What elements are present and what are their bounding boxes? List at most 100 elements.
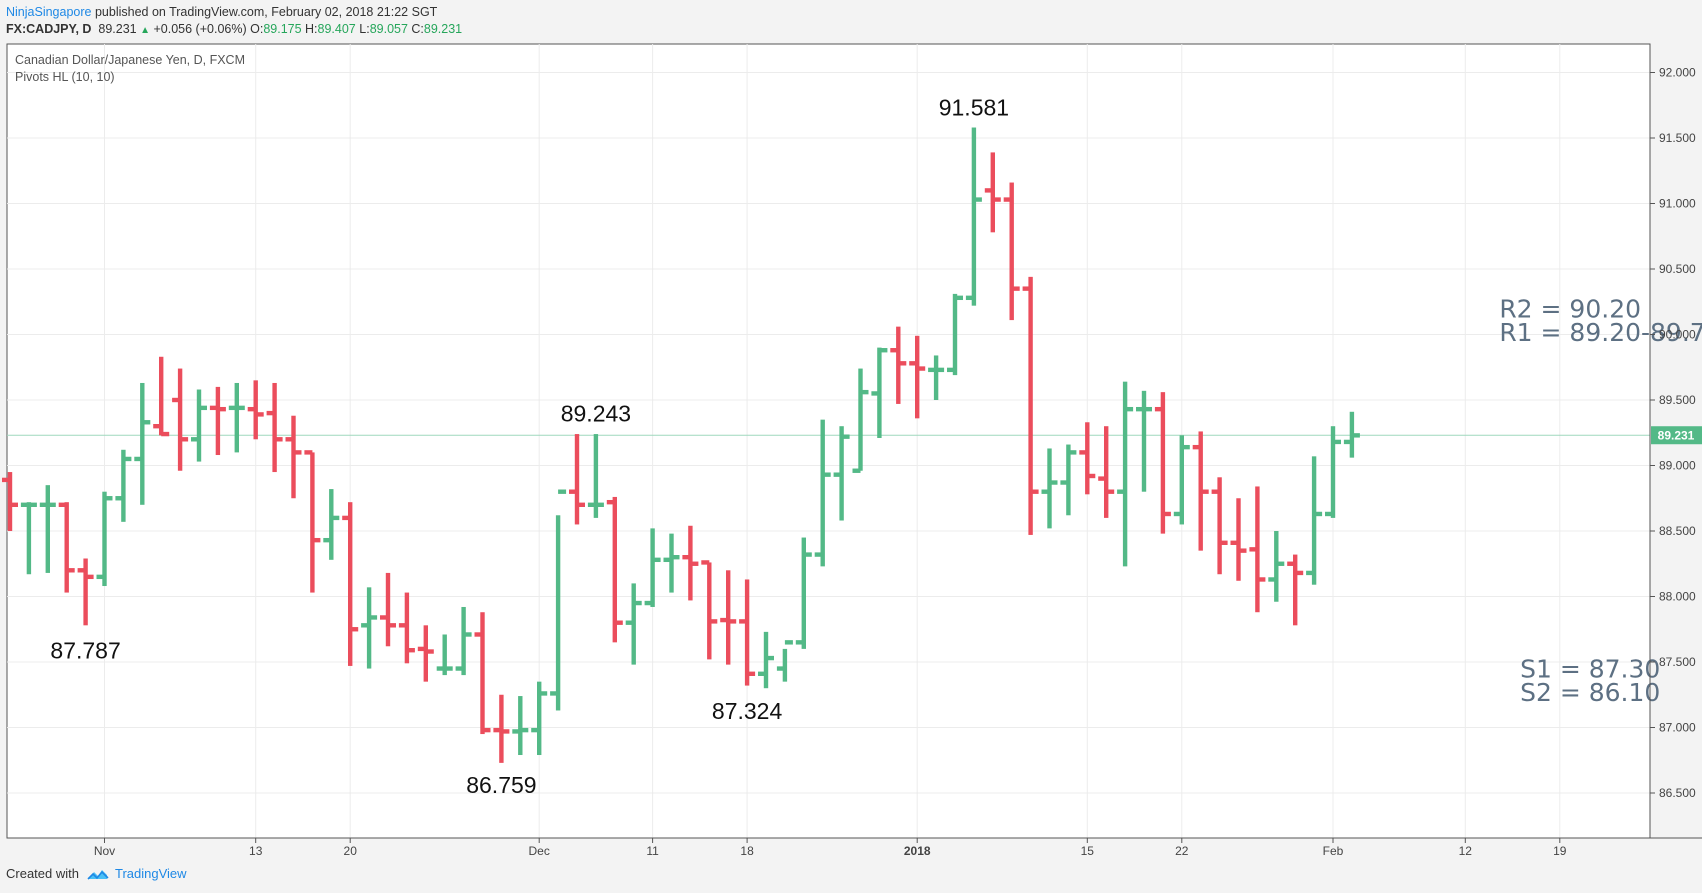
bar-range [385,572,391,647]
pivot-labels: 87.787 86.759 89.243 87.324 91.581 [50,94,1009,798]
x-axis[interactable]: Nov1320Dec111820181522Feb1219M [94,838,1702,858]
bar-range [366,587,372,669]
bar-close-tick [803,552,812,557]
tradingview-logo-icon [87,869,109,880]
ohlc-bar [77,558,94,626]
pivot-annotation: S2 = 86.10 [1520,678,1660,707]
bar-range [1349,411,1355,458]
ohlc-bar [134,382,151,505]
last-price-tag: 89.231 [1651,426,1702,445]
bar-open-tick [398,623,407,628]
tradingview-link[interactable]: TradingView [114,866,187,881]
bar-range [215,386,221,456]
pivot-label: 89.243 [561,401,631,427]
bar-range [1066,444,1071,516]
bar-close-tick [142,420,151,425]
footer: Created with TradingView [6,866,187,881]
ohlc-bar [1098,426,1115,518]
bar-close-tick [992,197,1001,202]
bar-open-tick [474,632,483,637]
bar-close-tick [406,648,415,653]
bar-range [744,579,750,686]
bar-open-tick [436,666,445,671]
bar-close-tick [501,729,510,734]
bar-close-tick [1238,548,1247,553]
bar-open-tick [701,560,710,565]
ohlc-bar [720,570,737,665]
bar-open-tick [512,729,521,734]
ohlc-bar [928,355,945,400]
bar-open-tick [323,537,332,543]
ohlc-bar [1249,486,1266,613]
last-price: 89.231 [98,22,137,36]
bar-open-tick [172,397,181,403]
bar-open-tick [531,727,540,733]
y-tick-label: 88.500 [1659,524,1696,538]
bar-range [1217,477,1222,575]
plot-area[interactable] [6,43,1651,839]
bar-open-tick [455,666,464,671]
bar-range [1047,448,1052,529]
bar-close-tick [1295,570,1304,576]
ohlc-bar [644,528,661,607]
y-tick-label: 87.500 [1659,655,1696,669]
bar-range [1274,531,1279,602]
ohlc-bar [1022,276,1039,535]
ohlc-bar [398,592,415,664]
ohlc-bar [871,347,888,438]
ohlc-bar [172,368,189,471]
bar-range [1122,381,1128,567]
low-value: 89.057 [369,22,408,36]
y-tick-label: 89.500 [1659,393,1696,407]
bar-range [612,496,617,643]
bar-close-tick [217,406,226,412]
ohlc-bar [947,293,963,376]
bar-open-tick [776,666,785,671]
x-tick-label: 19 [1553,844,1567,858]
bar-open-tick [58,502,67,507]
ohlc-bar [909,335,926,419]
ohlc-bar [342,502,359,666]
bar-range [291,415,296,499]
ohlc-bar [1192,431,1209,551]
bar-open-tick [1249,547,1258,552]
bar-range [7,472,13,531]
bar-close-tick [28,502,37,507]
y-axis[interactable]: 86.500 87.000 87.500 88.000 88.500 89.000 89.5… [1650,66,1696,801]
bar-close-tick [274,437,283,442]
bar-open-tick [1154,406,1163,412]
ohlc-bar [323,489,340,560]
bar-open-tick [209,405,218,411]
ohlc-bar [1117,381,1134,567]
pivot-label: 86.759 [466,772,536,798]
bar-close-tick [444,666,453,671]
ohlc-bar [606,496,623,643]
ohlc-bar [663,533,680,593]
ohlc-bar [739,579,756,686]
bar-range [159,356,164,436]
bar-open-tick [1117,489,1126,494]
ohlc-bar [1325,426,1341,518]
ohlc-bar [1154,392,1171,534]
publisher-link[interactable]: NinjaSingapore [6,5,92,19]
bar-open-tick [1098,476,1107,481]
bar-close-tick [728,619,737,624]
ohlc-bar [531,681,548,756]
legend-indicator: Pivots HL (10, 10) [15,70,115,84]
bar-range [915,335,920,419]
bar-close-tick [1125,406,1134,412]
bar-range [26,502,32,575]
ohlc-bar [96,491,113,587]
bar-open-tick [1192,444,1201,450]
bar-close-tick [199,405,207,411]
bar-close-tick [577,502,585,507]
bar-range [574,434,580,525]
ohlc-bar [436,634,453,676]
y-tick-label: 90.000 [1659,328,1696,342]
bar-close-tick [595,502,604,507]
ohlc-bar [380,572,396,647]
bar-range [839,426,844,521]
bar-open-tick [890,348,899,353]
bar-close-tick [1200,489,1209,494]
